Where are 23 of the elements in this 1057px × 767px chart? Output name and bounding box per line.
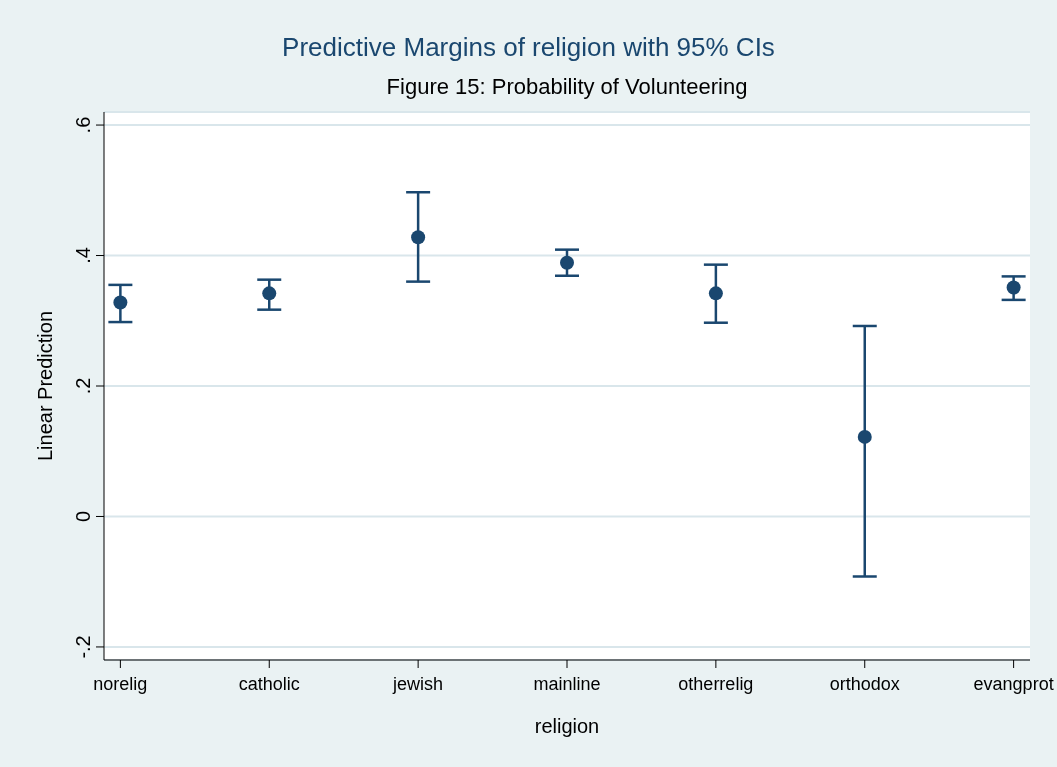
point <box>411 230 426 245</box>
x-tick-label: evangprot <box>973 674 1054 694</box>
x-tick-label: jewish <box>392 674 444 694</box>
y-tick-label: .2 <box>72 377 94 395</box>
y-axis-title: Linear Prediction <box>33 310 57 462</box>
point <box>113 295 128 310</box>
point <box>560 255 574 270</box>
y-tick-label: -.2 <box>72 635 94 659</box>
x-tick-label: orthodox <box>829 674 900 694</box>
point <box>262 286 277 301</box>
x-tick-label: otherrelig <box>678 674 754 694</box>
x-tick-label: norelig <box>93 674 148 694</box>
y-tick-label: .4 <box>72 247 94 264</box>
chart-subtitle: Figure 15: Probability of Volunteering <box>385 74 749 100</box>
x-axis-title: religion <box>533 715 601 738</box>
y-tick-label: 0 <box>72 510 94 523</box>
x-tick-label: mainline <box>533 674 601 694</box>
point <box>857 429 872 444</box>
y-tick-label: .6 <box>72 116 94 134</box>
point <box>1006 280 1021 295</box>
chart-title: Predictive Margins of religion with 95% CIs <box>281 32 776 63</box>
x-tick-label: catholic <box>238 674 300 694</box>
point <box>708 286 723 301</box>
